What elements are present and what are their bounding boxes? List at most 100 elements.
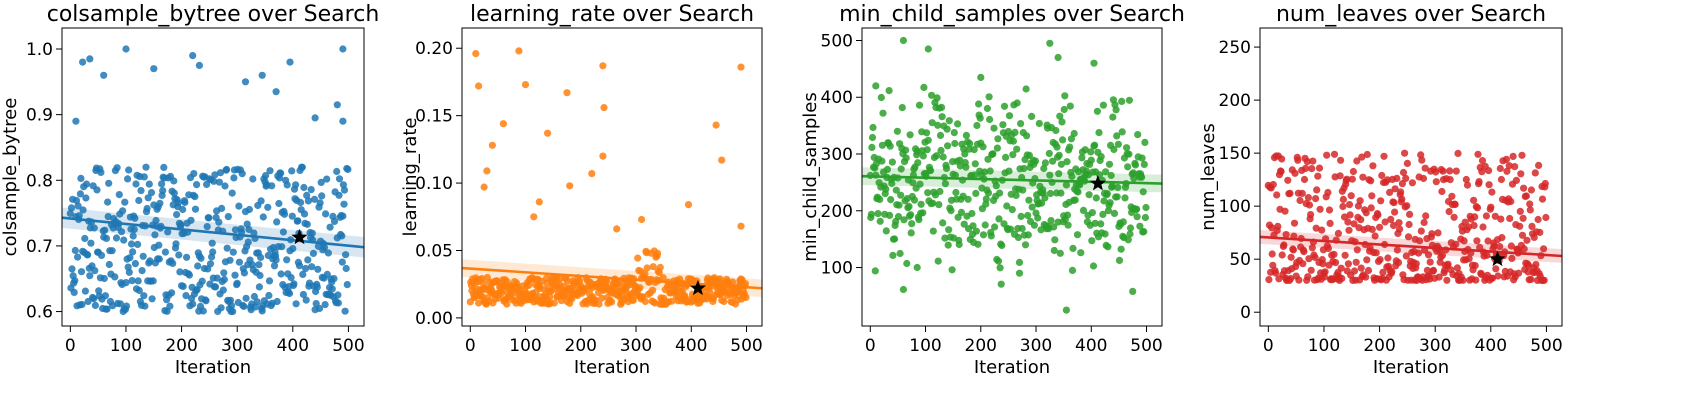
- scatter-point: [995, 215, 1003, 223]
- scatter-point: [1063, 211, 1072, 219]
- trend-line: [62, 216, 364, 249]
- scatter-point: [1015, 269, 1024, 277]
- scatter-point: [970, 146, 978, 154]
- scatter-point: [277, 270, 285, 278]
- scatter-point: [1439, 167, 1447, 175]
- chart-panel-4: 0 100 200 300 400 500 0 50 100 150 200 250 num_leave…: [1198, 2, 1563, 378]
- scatter-point: [339, 45, 347, 53]
- scatter-point: [1062, 181, 1070, 189]
- scatter-point: [1095, 129, 1103, 137]
- scatter-point: [229, 248, 237, 256]
- scatter-point: [95, 287, 103, 295]
- scatter-point: [195, 61, 203, 69]
- scatter-point: [1316, 205, 1324, 213]
- scatter-point: [979, 143, 987, 151]
- scatter-point: [71, 277, 79, 285]
- scatter-point: [1002, 153, 1010, 161]
- scatter-point: [1056, 112, 1064, 120]
- scatter-point: [77, 268, 86, 276]
- scatter-point: [1077, 249, 1085, 257]
- scatter-point: [1286, 189, 1294, 197]
- scatter-point: [942, 164, 951, 172]
- scatter-point: [1484, 237, 1492, 245]
- scatter-point: [1110, 145, 1118, 154]
- scatter-point: [1388, 268, 1396, 276]
- scatter-point: [143, 204, 151, 213]
- scatter-point: [1518, 151, 1526, 159]
- scatter-point: [81, 234, 89, 243]
- scatter-point: [919, 152, 927, 160]
- scatter-point: [1142, 203, 1150, 212]
- scatter-point: [1308, 165, 1316, 173]
- scatter-point: [1057, 189, 1065, 197]
- scatter-point: [1339, 202, 1347, 211]
- scatter-point: [224, 213, 232, 221]
- scatter-point: [104, 213, 112, 221]
- scatter-point: [979, 231, 988, 239]
- scatter-point: [1129, 169, 1137, 177]
- scatter-point: [1474, 150, 1482, 158]
- scatter-point: [1030, 221, 1038, 229]
- scatter-point: [472, 50, 480, 58]
- scatter-point: [938, 103, 946, 111]
- scatter-point: [488, 141, 496, 149]
- scatter-point: [338, 232, 346, 240]
- scatter-point: [1089, 262, 1098, 270]
- scatter-point: [1055, 151, 1063, 159]
- scatter-point: [874, 210, 882, 218]
- scatter-point: [1321, 268, 1329, 276]
- scatter-point: [1387, 215, 1395, 223]
- scatter-point: [181, 198, 189, 207]
- scatter-point: [1119, 218, 1127, 226]
- scatter-point: [1115, 256, 1124, 264]
- scatter-point: [249, 175, 257, 183]
- scatter-point: [313, 283, 321, 291]
- scatter-point: [872, 82, 880, 90]
- scatter-point: [141, 302, 149, 310]
- scatter-point: [1046, 189, 1054, 198]
- scatter-point: [1037, 226, 1045, 234]
- scatter-point: [128, 277, 136, 285]
- scatter-point: [608, 298, 616, 306]
- scatter-point: [1453, 264, 1461, 272]
- scatter-point: [1465, 223, 1473, 231]
- scatter-point: [130, 225, 138, 234]
- x-tick-label: 300: [1020, 336, 1052, 356]
- scatter-point: [903, 259, 911, 268]
- y-axis-label: learning_rate: [400, 118, 421, 237]
- scatter-point: [1019, 186, 1027, 194]
- scatter-point: [1475, 178, 1483, 186]
- scatter-point: [191, 205, 200, 213]
- scatter-point: [342, 251, 350, 259]
- scatter-point: [1487, 203, 1495, 211]
- scatter-point: [302, 296, 310, 304]
- scatter-point: [1123, 144, 1131, 152]
- scatter-point: [140, 292, 148, 300]
- scatter-point: [894, 213, 903, 221]
- scatter-point: [977, 73, 985, 81]
- scatter-point: [535, 198, 543, 206]
- scatter-point: [1034, 214, 1042, 222]
- scatter-point: [914, 159, 922, 167]
- scatter-point: [176, 268, 184, 276]
- scatter-point: [892, 186, 900, 194]
- scatter-point: [216, 169, 225, 177]
- scatter-point: [1541, 179, 1549, 188]
- x-tick-label: 400: [1075, 336, 1107, 356]
- scatter-point: [189, 52, 197, 60]
- scatter-point: [182, 292, 190, 300]
- scatter-point: [1097, 220, 1105, 228]
- scatter-point: [315, 304, 324, 313]
- scatter-point: [1138, 173, 1146, 181]
- scatter-point: [1011, 128, 1019, 136]
- scatter-point: [255, 261, 263, 269]
- scatter-point: [550, 299, 558, 307]
- x-tick-label: 200: [165, 336, 197, 356]
- scatter-point: [987, 232, 995, 240]
- scatter-point: [132, 180, 140, 188]
- scatter-point: [295, 262, 304, 270]
- scatter-point: [1025, 196, 1033, 204]
- scatter-point: [991, 223, 999, 231]
- scatter-point: [1294, 156, 1302, 164]
- scatter-point: [1022, 85, 1030, 93]
